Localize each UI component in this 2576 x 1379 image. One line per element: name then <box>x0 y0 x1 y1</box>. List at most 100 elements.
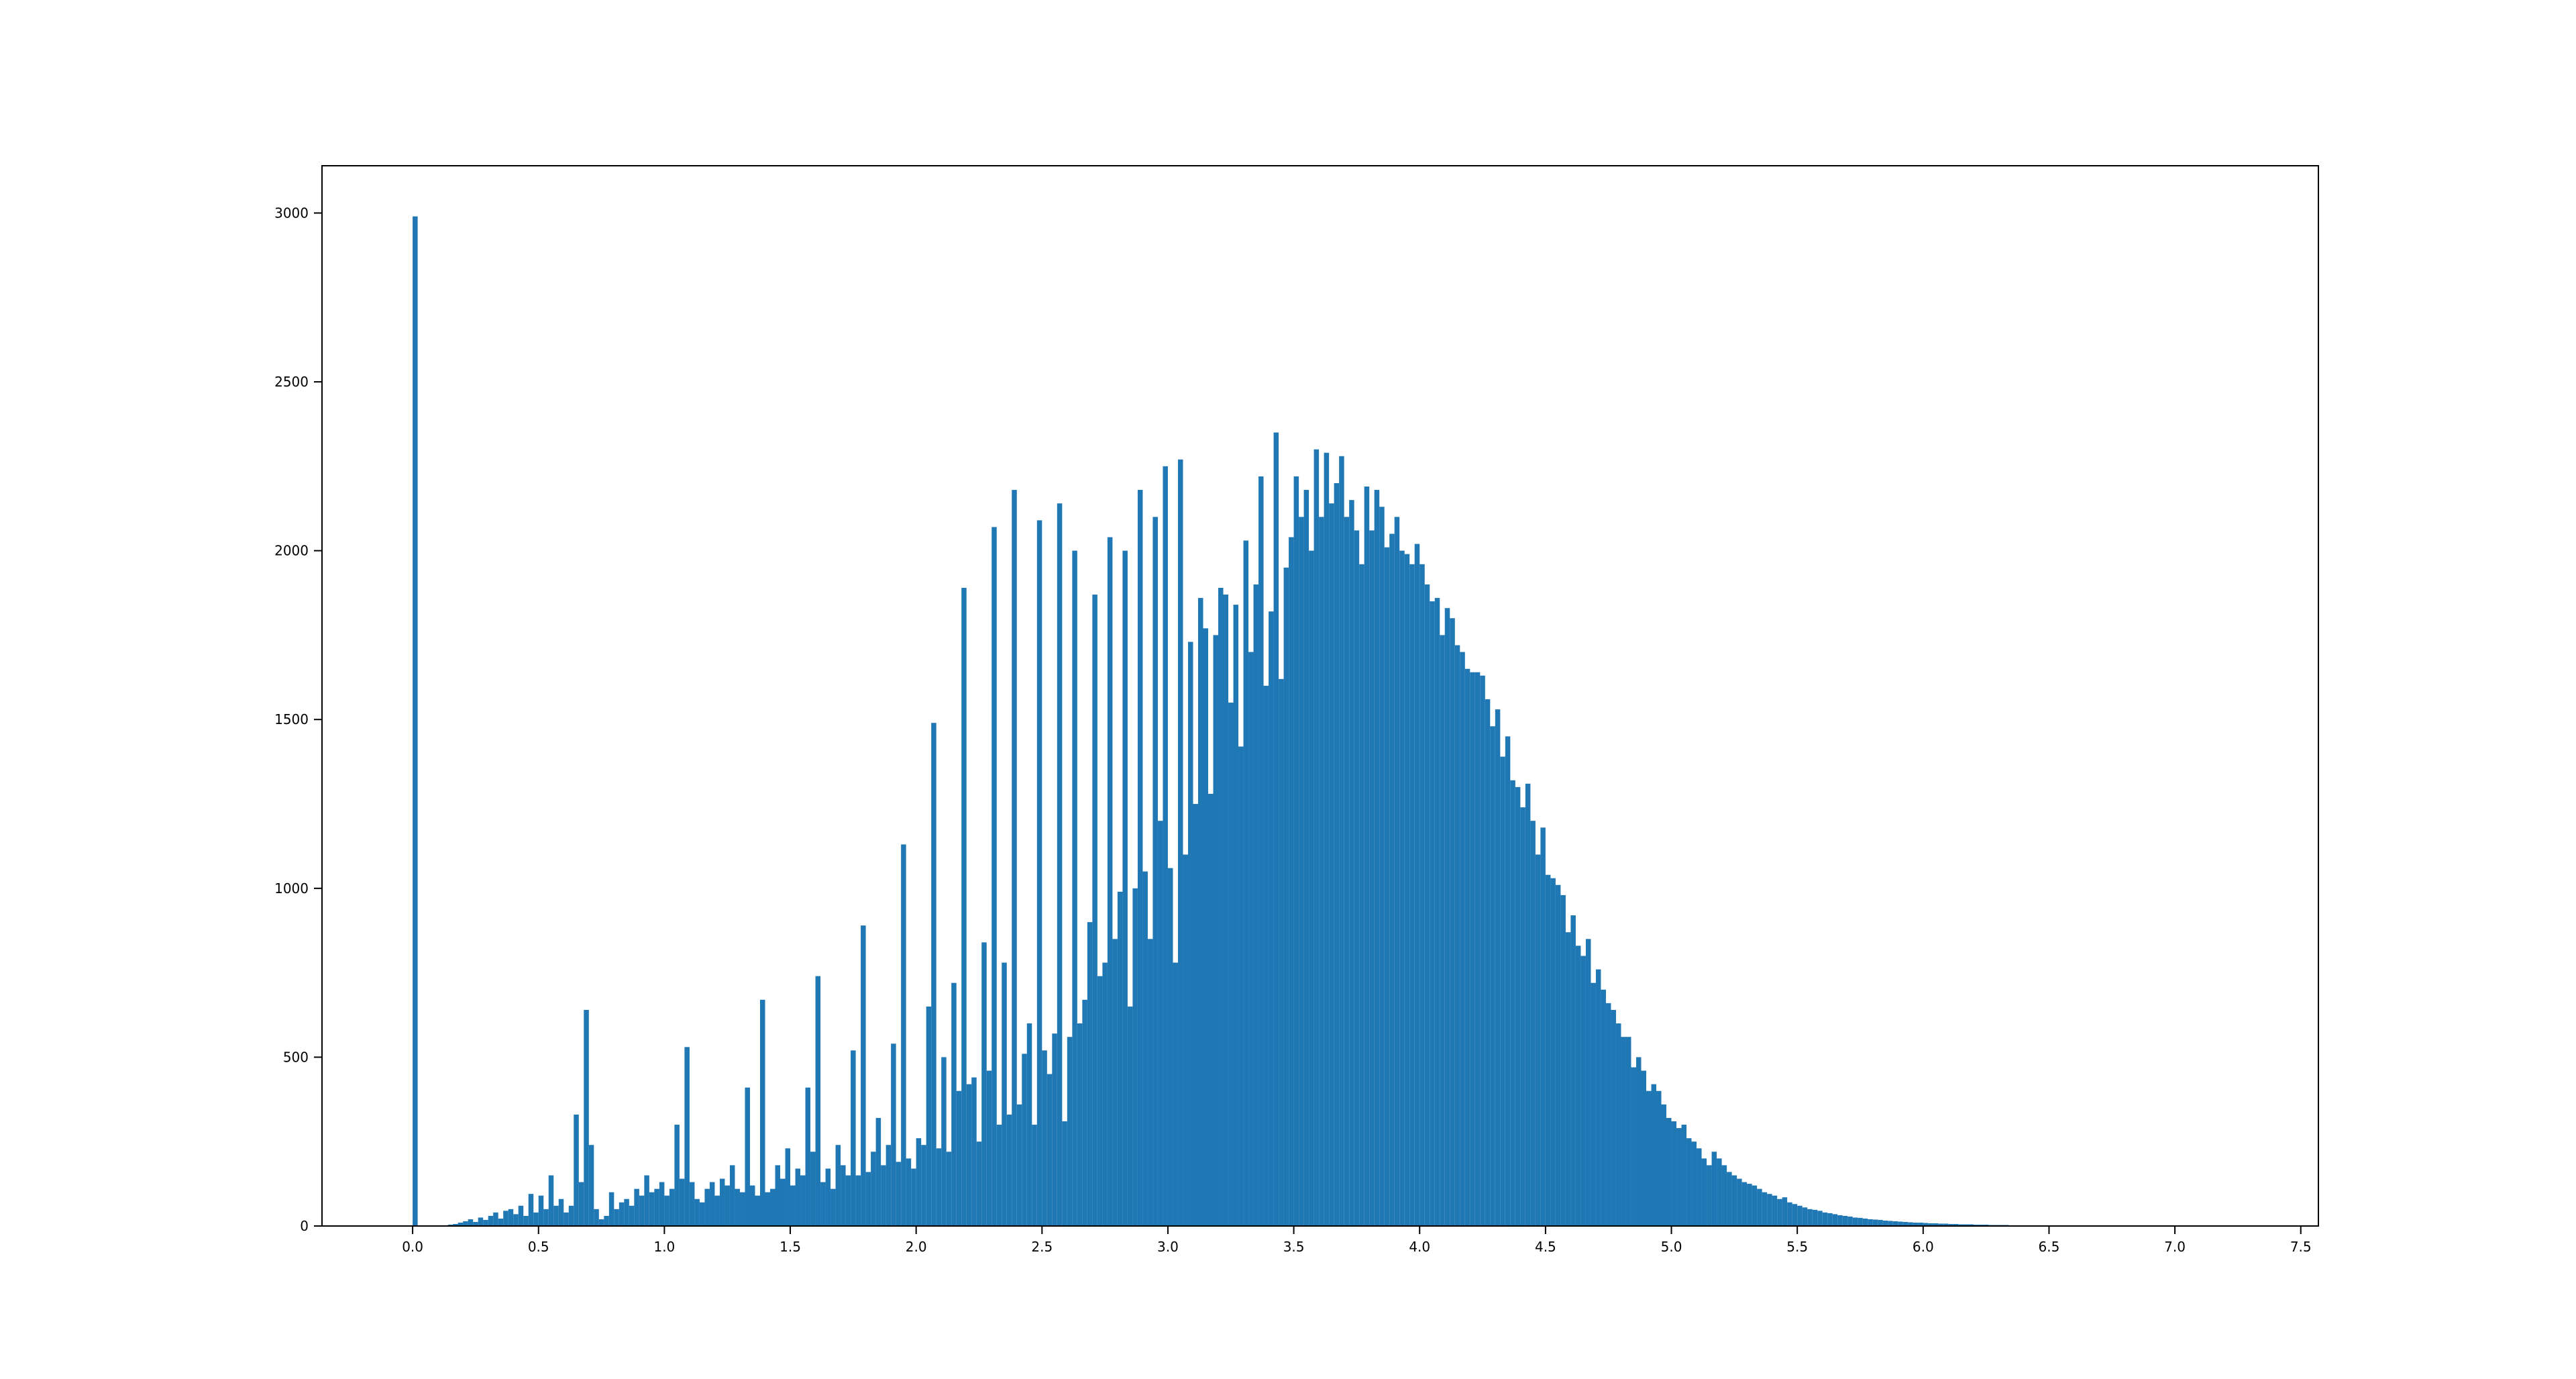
bar <box>1223 595 1229 1226</box>
bar <box>1540 827 1546 1226</box>
bar <box>1565 932 1571 1226</box>
bar <box>1404 554 1410 1226</box>
bar <box>1374 490 1380 1226</box>
bar <box>1107 537 1113 1226</box>
y-tick-label: 0 <box>300 1218 309 1234</box>
bar <box>1319 517 1324 1227</box>
bar <box>1359 564 1364 1226</box>
bar <box>1177 459 1183 1226</box>
bar <box>956 1090 962 1226</box>
bar <box>1958 1224 1964 1226</box>
bar <box>1062 1121 1067 1226</box>
bar <box>1933 1223 1939 1226</box>
bar <box>1505 736 1511 1226</box>
bar <box>574 1114 579 1226</box>
bar <box>1882 1220 1888 1226</box>
bar <box>543 1209 549 1226</box>
bar <box>1167 868 1173 1226</box>
bar <box>1767 1194 1772 1226</box>
bar <box>488 1215 494 1226</box>
bar <box>1409 564 1415 1226</box>
x-tick-label: 5.5 <box>1786 1239 1808 1255</box>
bar <box>861 925 866 1226</box>
bar <box>1112 939 1118 1226</box>
bar <box>1460 652 1465 1226</box>
bar <box>1379 507 1385 1226</box>
bar <box>1470 672 1475 1226</box>
bar <box>1334 482 1340 1226</box>
bar <box>1157 821 1163 1226</box>
bar <box>674 1125 680 1226</box>
bar <box>704 1188 710 1226</box>
bar <box>453 1223 458 1226</box>
bar <box>770 1188 775 1226</box>
bar <box>1339 456 1344 1227</box>
bar <box>805 1087 811 1226</box>
bar <box>1419 564 1425 1226</box>
bar <box>815 976 821 1226</box>
bar <box>538 1195 544 1226</box>
bar <box>1016 1104 1022 1226</box>
bar <box>1772 1195 1778 1226</box>
bar <box>926 1006 932 1226</box>
bar <box>1858 1217 1863 1226</box>
bar <box>1258 476 1264 1226</box>
bar <box>1661 1104 1667 1226</box>
bar <box>941 1057 947 1226</box>
bar <box>1253 584 1259 1226</box>
bar <box>1203 628 1208 1226</box>
bar <box>1500 756 1505 1226</box>
bar <box>1757 1188 1762 1226</box>
bar <box>881 1165 886 1226</box>
bar <box>1520 807 1525 1226</box>
axes-frame <box>321 165 2319 1227</box>
bar <box>1807 1209 1813 1226</box>
bar <box>1299 517 1304 1227</box>
bar <box>1364 487 1370 1227</box>
bar <box>1006 1114 1012 1226</box>
bar <box>1621 1037 1626 1226</box>
bar <box>1313 449 1320 1226</box>
bar <box>1978 1224 1984 1226</box>
bar <box>473 1221 478 1226</box>
bar <box>1928 1223 1933 1226</box>
bar <box>588 1145 594 1226</box>
bar <box>1208 793 1214 1226</box>
bar <box>1515 786 1521 1226</box>
x-tick-label: 0.5 <box>528 1239 549 1255</box>
bar <box>1797 1205 1803 1226</box>
bar <box>1233 605 1239 1226</box>
bar <box>1293 476 1299 1226</box>
bar <box>1908 1222 1913 1226</box>
bar <box>1615 1023 1621 1226</box>
bar <box>644 1175 649 1226</box>
bar <box>1490 726 1495 1226</box>
bar <box>1953 1223 1959 1226</box>
bar <box>1923 1223 1929 1226</box>
bar <box>1263 685 1269 1226</box>
x-tick-label: 4.5 <box>1535 1239 1556 1255</box>
bar <box>1591 982 1596 1226</box>
bar <box>981 942 987 1226</box>
bar <box>1802 1207 1808 1226</box>
bar <box>1082 999 1087 1226</box>
x-tick-label: 2.0 <box>906 1239 927 1255</box>
bar <box>463 1221 468 1226</box>
bar <box>1651 1084 1657 1226</box>
bar <box>1424 584 1430 1226</box>
bar <box>1092 595 1097 1226</box>
bar <box>649 1192 655 1226</box>
bar <box>564 1212 569 1226</box>
bar <box>996 1125 1002 1226</box>
bar <box>1635 1057 1642 1226</box>
bar <box>855 1175 861 1226</box>
bar <box>548 1175 554 1226</box>
bar <box>624 1198 629 1226</box>
bar <box>1067 1037 1073 1226</box>
bar <box>1480 675 1485 1226</box>
x-tick-label: 6.0 <box>1913 1239 1934 1255</box>
bar <box>976 1141 982 1226</box>
bar <box>1671 1121 1677 1226</box>
bar <box>1782 1197 1788 1226</box>
